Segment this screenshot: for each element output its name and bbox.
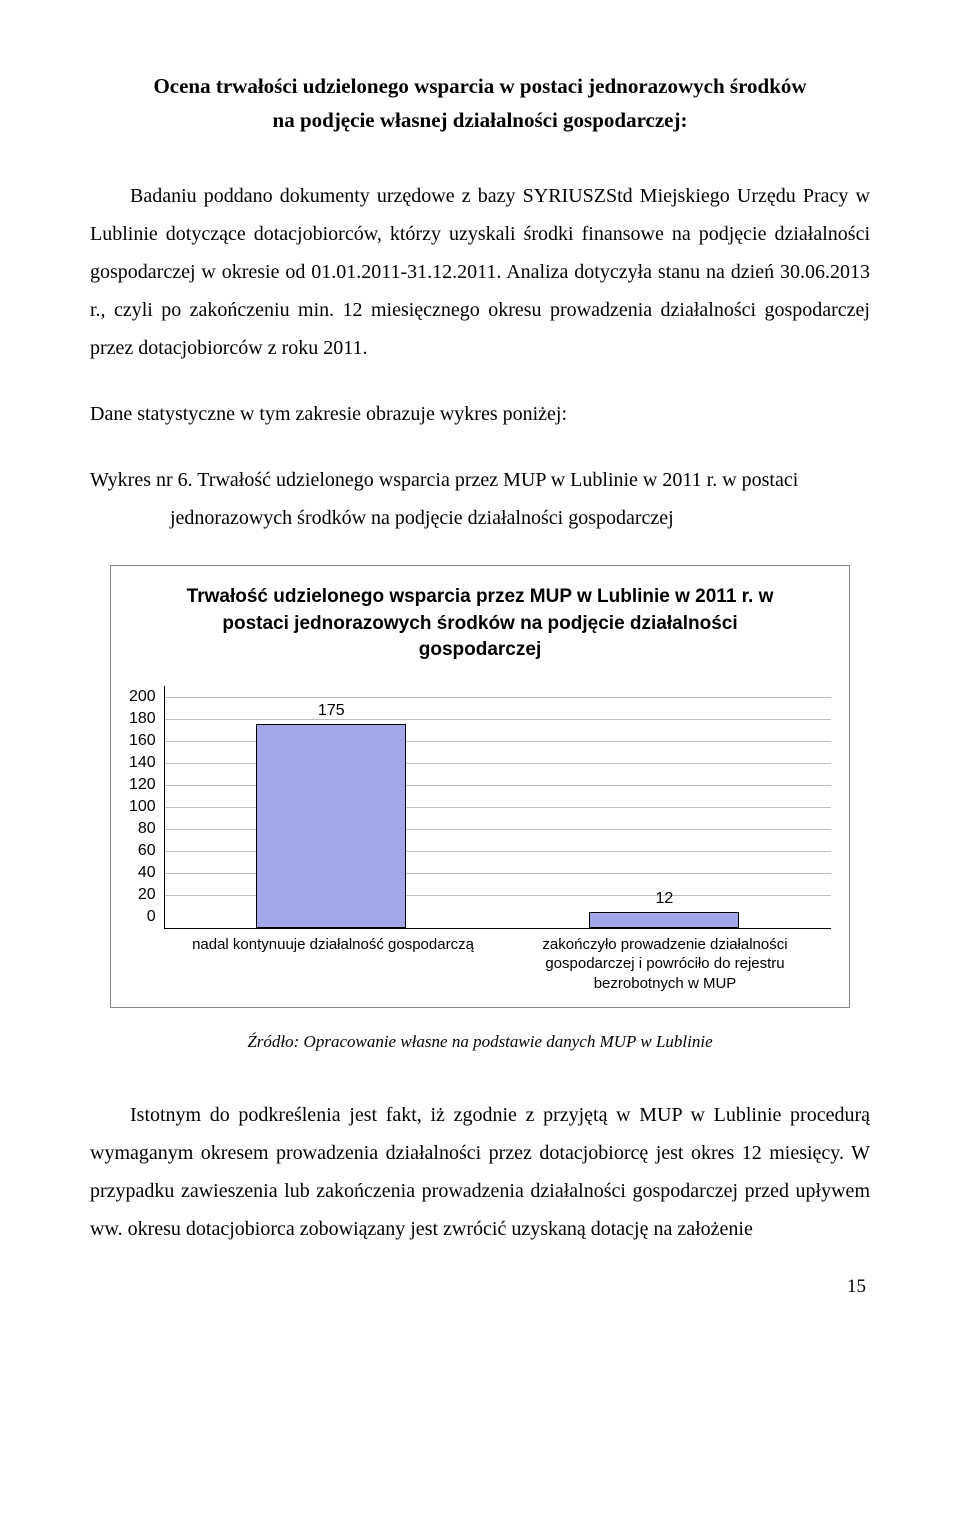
- bar: [256, 724, 406, 928]
- x-axis-label: zakończyło prowadzenie działalności gosp…: [499, 935, 831, 994]
- x-axis-label: nadal kontynuuje działalność gospodarczą: [167, 935, 499, 994]
- chart-plot-area: 200180160140120100806040200 17512: [129, 686, 831, 929]
- figure-caption-line2: jednorazowych środków na podjęcie działa…: [90, 499, 870, 537]
- figure-caption-line1: Wykres nr 6. Trwałość udzielonego wsparc…: [90, 469, 798, 491]
- heading-line-2: na podjęcie własnej działalności gospoda…: [273, 108, 688, 132]
- bar-value-label: 175: [318, 702, 345, 720]
- paragraph-1: Badaniu poddano dokumenty urzędowe z baz…: [90, 177, 870, 367]
- page-number: 15: [90, 1276, 870, 1298]
- paragraph-2: Dane statystyczne w tym zakresie obrazuj…: [90, 395, 870, 433]
- y-tick: 180: [129, 708, 156, 730]
- y-tick: 20: [138, 884, 156, 906]
- paragraph-3: Istotnym do podkreślenia jest fakt, iż z…: [90, 1096, 870, 1248]
- y-tick: 100: [129, 796, 156, 818]
- y-tick: 120: [129, 774, 156, 796]
- y-tick: 0: [147, 906, 156, 928]
- bar-value-label: 12: [656, 890, 674, 908]
- figure-caption: Wykres nr 6. Trwałość udzielonego wsparc…: [90, 461, 870, 537]
- figure-source: Źródło: Opracowanie własne na podstawie …: [90, 1032, 870, 1052]
- chart-x-labels: nadal kontynuuje działalność gospodarczą…: [167, 935, 831, 994]
- heading-line-1: Ocena trwałości udzielonego wsparcia w p…: [153, 74, 806, 98]
- y-tick: 60: [138, 840, 156, 862]
- section-heading: Ocena trwałości udzielonego wsparcia w p…: [90, 70, 870, 137]
- y-tick: 200: [129, 686, 156, 708]
- chart-title: Trwałość udzielonego wsparcia przez MUP …: [159, 584, 801, 664]
- y-tick: 80: [138, 818, 156, 840]
- bar-column: 175: [165, 686, 498, 928]
- y-tick: 140: [129, 752, 156, 774]
- chart-y-axis: 200180160140120100806040200: [129, 686, 156, 929]
- y-tick: 40: [138, 862, 156, 884]
- chart-container: Trwałość udzielonego wsparcia przez MUP …: [110, 565, 850, 1008]
- y-tick: 160: [129, 730, 156, 752]
- chart-bars-area: 175 12: [164, 686, 831, 929]
- bar-column: 12: [498, 686, 831, 928]
- bar: [589, 912, 739, 928]
